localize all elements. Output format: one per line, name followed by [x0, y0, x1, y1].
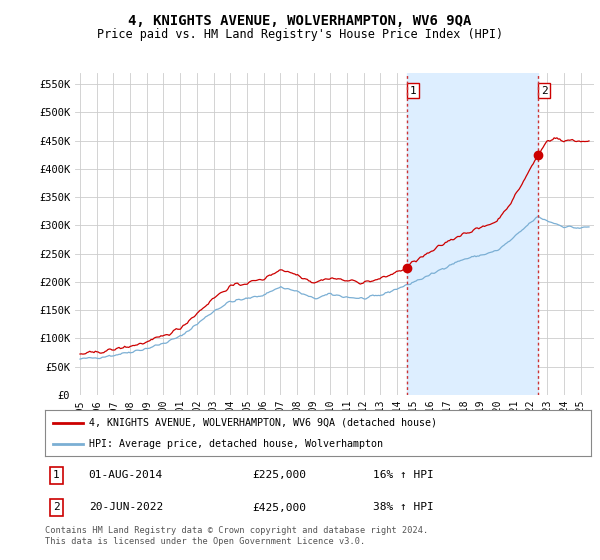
Text: £225,000: £225,000 — [253, 470, 307, 480]
Text: 2: 2 — [541, 86, 548, 96]
Text: 1: 1 — [53, 470, 60, 480]
Text: Price paid vs. HM Land Registry's House Price Index (HPI): Price paid vs. HM Land Registry's House … — [97, 28, 503, 41]
Text: Contains HM Land Registry data © Crown copyright and database right 2024.
This d: Contains HM Land Registry data © Crown c… — [45, 526, 428, 546]
Text: 4, KNIGHTS AVENUE, WOLVERHAMPTON, WV6 9QA: 4, KNIGHTS AVENUE, WOLVERHAMPTON, WV6 9Q… — [128, 14, 472, 28]
Text: HPI: Average price, detached house, Wolverhampton: HPI: Average price, detached house, Wolv… — [89, 439, 383, 449]
Text: 1: 1 — [409, 86, 416, 96]
Text: 20-JUN-2022: 20-JUN-2022 — [89, 502, 163, 512]
Text: 01-AUG-2014: 01-AUG-2014 — [89, 470, 163, 480]
Text: 4, KNIGHTS AVENUE, WOLVERHAMPTON, WV6 9QA (detached house): 4, KNIGHTS AVENUE, WOLVERHAMPTON, WV6 9Q… — [89, 418, 437, 428]
Bar — [407, 73, 538, 395]
Text: 16% ↑ HPI: 16% ↑ HPI — [373, 470, 433, 480]
Text: £425,000: £425,000 — [253, 502, 307, 512]
Text: 38% ↑ HPI: 38% ↑ HPI — [373, 502, 433, 512]
Text: 2: 2 — [53, 502, 60, 512]
